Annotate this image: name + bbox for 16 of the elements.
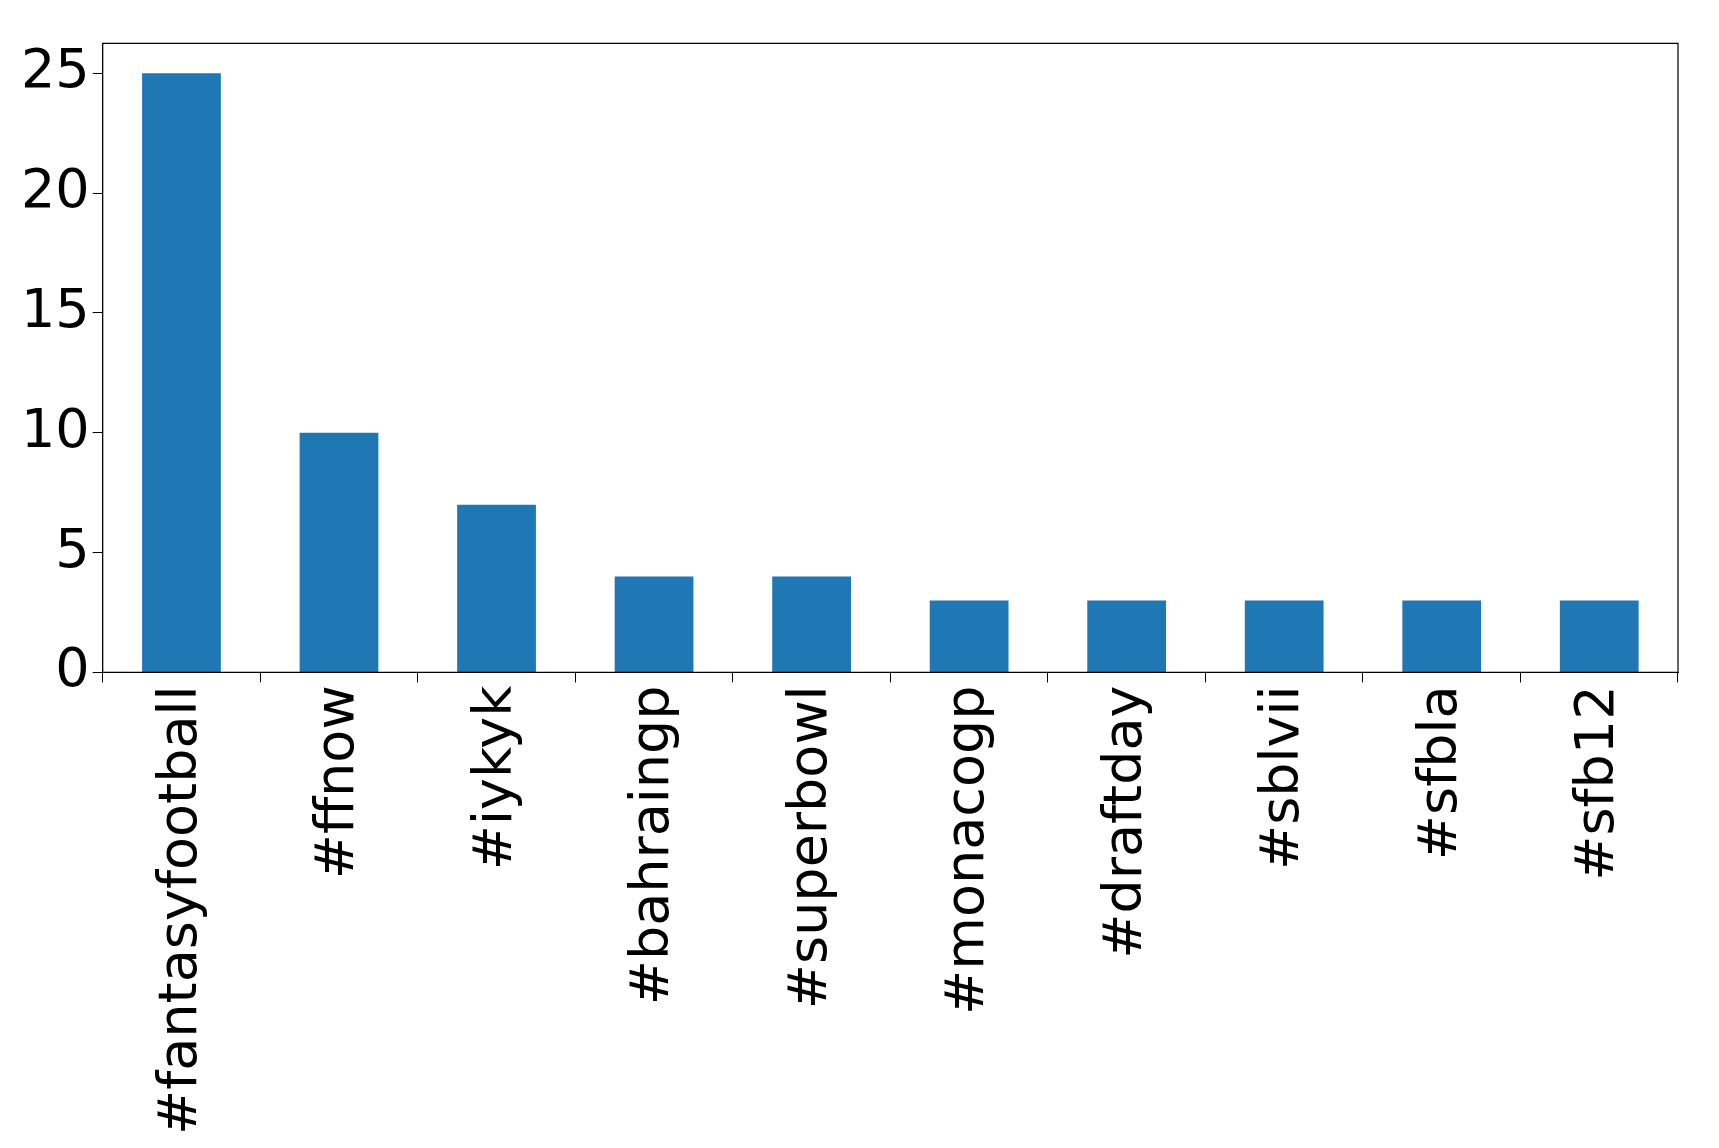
y-tick-label: 0 [55,636,90,700]
y-tick-label: 15 [20,277,90,341]
y-tick-label: 20 [20,157,90,221]
x-tick-label: #sfb12 [1563,685,1627,881]
x-tick-label: #monacogp [933,685,997,1015]
x-tick-label: #iykyk [460,684,524,871]
y-tick-label: 5 [55,516,90,580]
x-tick-label: #ffnow [303,685,367,880]
x-tick-label: #superbowl [775,685,839,1010]
y-tick-label: 25 [20,37,90,101]
x-tick-label: #bahraingp [618,685,682,1006]
y-tick-label: 10 [20,396,90,460]
x-tick-label: #draftday [1090,685,1154,959]
x-tick-label: #fantasyfootball [145,685,209,1135]
x-tick-label: #sblvii [1248,685,1312,871]
x-tick-label: #sfbla [1405,685,1469,861]
